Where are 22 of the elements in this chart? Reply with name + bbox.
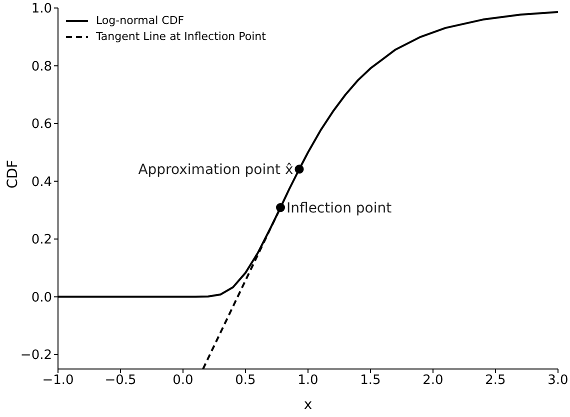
x-tick-label: 0.5 <box>235 373 256 388</box>
annotation: Inflection point <box>286 200 392 217</box>
x-tick-label: 1.0 <box>298 373 318 388</box>
legend-label: Tangent Line at Inflection Point <box>96 30 266 43</box>
annotation: Approximation point x̂ <box>138 162 294 178</box>
x-tick-label: 1.5 <box>360 373 381 388</box>
x-tick-label: 0.0 <box>172 373 194 388</box>
y-tick-label: 0.6 <box>31 117 52 132</box>
y-tick-label: 0.0 <box>31 290 52 306</box>
y-tick-label: 1.0 <box>31 2 52 17</box>
x-tick-label: 2.0 <box>422 373 444 388</box>
y-tick-label: −0.2 <box>20 348 52 364</box>
x-tick-label: 3.0 <box>548 373 568 388</box>
x-tick-label: 2.5 <box>485 373 506 388</box>
x-tick-label: −0.5 <box>104 373 136 388</box>
x-axis-title: x <box>304 397 312 413</box>
y-axis-title: CDF <box>4 160 21 188</box>
legend-label: Log-normal CDF <box>96 14 184 27</box>
y-tick-label: 0.8 <box>31 59 52 74</box>
x-tick-label: −1.0 <box>42 373 74 388</box>
y-tick-label: 0.2 <box>31 232 52 248</box>
y-tick-label: 0.4 <box>31 174 52 190</box>
